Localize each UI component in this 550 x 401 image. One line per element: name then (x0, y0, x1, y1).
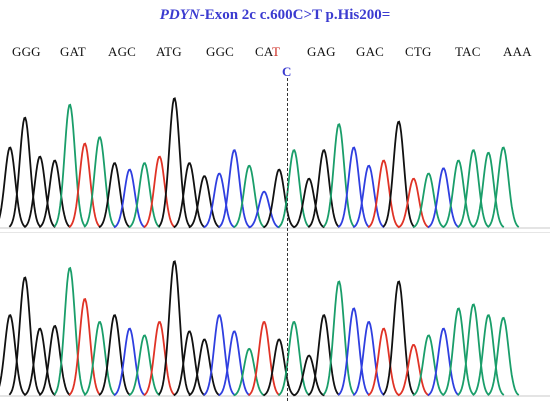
codon-7: GAG (307, 44, 336, 59)
codon-2: GAT (60, 44, 86, 59)
bottom-peak-28-T (397, 343, 430, 397)
bottom-peak-32-A (457, 303, 490, 396)
top-peak-5-A (53, 103, 86, 228)
top-peak-11-T (143, 155, 176, 228)
top-peak-27-G (382, 120, 415, 228)
codon-11: AAA (503, 44, 532, 59)
mutant-base: T (272, 44, 281, 59)
top-peak-21-G (292, 177, 325, 229)
top-peak-18-C (248, 190, 280, 229)
top-peak-1-G (0, 146, 26, 228)
top-peak-3-G (23, 155, 56, 228)
codon-8: GAC (356, 44, 385, 59)
top-peak-13-G (173, 162, 206, 229)
bottom-peak-9-C (113, 327, 146, 397)
top-peak-32-A (457, 149, 490, 228)
bottom-peak-27-G (382, 280, 415, 396)
codon-9: CTG (405, 44, 432, 59)
codon-6-prefix: CA (255, 44, 273, 59)
top-peak-14-G (188, 175, 221, 229)
bottom-peak-26-T (367, 327, 400, 397)
bottom-peak-22-G (307, 314, 340, 396)
top-peak-26-T (367, 159, 400, 229)
chart-title: PDYN-Exon 2c c.600C>T p.His200= (0, 5, 550, 25)
bottom-peak-13-G (173, 330, 206, 397)
alternate-base-label: C (282, 64, 292, 79)
bottom-peak-25-C (352, 320, 385, 396)
top-peak-19-G (263, 168, 295, 229)
bottom-peak-10-A (128, 334, 161, 397)
top-peak-20-A (277, 149, 310, 228)
top-peak-8-G (98, 162, 131, 229)
top-peak-17-A (233, 164, 266, 229)
top-peak-10-A (128, 162, 161, 229)
chromatogram-bottom (0, 260, 550, 397)
top-peak-24-C (337, 146, 370, 228)
gene-name: PDYN (159, 7, 200, 23)
codon-10: TAC (455, 44, 481, 59)
bottom-peak-20-A (277, 320, 310, 396)
top-peak-28-T (397, 177, 430, 229)
top-peak-30-C (427, 167, 460, 229)
bottom-peak-21-G (293, 354, 325, 397)
bottom-peak-4-G (38, 324, 71, 396)
bottom-peak-23-A (322, 280, 355, 396)
top-peak-9-C (113, 168, 146, 229)
top-peak-34-A (487, 146, 520, 228)
codon-5: GGC (206, 44, 235, 59)
bottom-peak-11-T (143, 320, 176, 396)
top-peak-15-C (203, 172, 236, 229)
bottom-peak-17-A (233, 347, 265, 397)
top-peak-33-A (472, 151, 505, 228)
top-peak-2-G (8, 116, 41, 228)
bottom-peak-7-A (83, 320, 116, 396)
bottom-peak-24-C (337, 307, 370, 396)
bottom-peak-31-A (442, 307, 475, 396)
bottom-peak-34-A (487, 316, 520, 396)
mutation-position-line (287, 78, 288, 401)
bottom-peak-14-G (188, 338, 221, 397)
codon-1: GGG (12, 44, 41, 59)
bottom-peak-2-G (8, 276, 41, 396)
top-peak-31-A (442, 159, 475, 229)
top-peak-12-G (158, 97, 191, 228)
top-peak-6-T (68, 142, 101, 228)
top-peak-16-C (218, 149, 251, 228)
bottom-peak-6-T (68, 297, 101, 396)
bottom-peak-18-T (248, 320, 281, 396)
top-peak-7-A (83, 136, 116, 228)
codon-4: ATG (156, 44, 182, 59)
bottom-peak-16-C (218, 330, 251, 397)
bottom-peak-19-G (263, 338, 295, 397)
top-peak-25-C (352, 164, 385, 229)
bottom-peak-29-A (412, 334, 445, 397)
bottom-peak-12-G (158, 260, 191, 396)
top-peak-23-A (322, 123, 355, 228)
codon-6: CAT (255, 44, 280, 60)
bottom-peak-8-G (98, 314, 131, 396)
codon-3: AGC (108, 44, 137, 59)
top-peak-4-G (38, 159, 71, 229)
bottom-peak-1-G (0, 314, 26, 396)
bottom-peak-5-A (53, 266, 86, 396)
bottom-peak-30-C (427, 327, 460, 397)
bottom-peak-15-C (203, 314, 236, 396)
bottom-peak-3-G (23, 327, 56, 397)
trace-separator (0, 232, 550, 233)
bottom-peak-33-A (472, 314, 505, 396)
top-peak-22-G (307, 149, 340, 228)
variant-description: -Exon 2c c.600C>T p.His200= (199, 7, 391, 23)
top-peak-29-A (412, 172, 445, 229)
chromatogram-top (0, 97, 550, 229)
